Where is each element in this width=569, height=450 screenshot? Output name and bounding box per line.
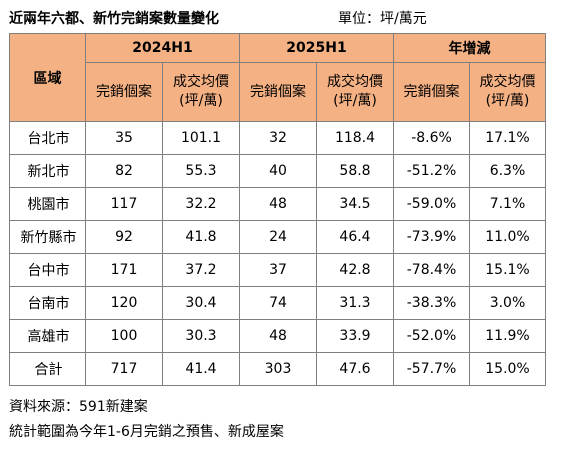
value-cell: 7.1% (469, 187, 546, 221)
value-cell: 58.8 (316, 154, 394, 188)
group-header-2025h1: 2025H1 (239, 33, 394, 63)
group-header-2024h1: 2024H1 (85, 33, 240, 63)
value-cell: 15.0% (469, 352, 546, 386)
table-row: 新北市 82 55.3 40 58.8 -51.2% 6.3% (9, 154, 546, 188)
value-cell: 24 (239, 220, 317, 254)
value-cell: 30.3 (162, 319, 240, 353)
value-cell: 41.4 (162, 352, 240, 386)
subheader-label: 完銷個案 (250, 83, 306, 100)
value-cell: 3.0% (469, 286, 546, 320)
value-cell: 15.1% (469, 253, 546, 287)
value-cell: 303 (239, 352, 317, 386)
value-cell: 100 (85, 319, 163, 353)
subheader-unit: (坪/萬) (485, 93, 530, 109)
value-cell: 37.2 (162, 253, 240, 287)
region-cell: 台中市 (9, 253, 86, 287)
region-cell: 桃園市 (9, 187, 86, 221)
value-cell: 82 (85, 154, 163, 188)
value-cell: 42.8 (316, 253, 394, 287)
subheader-label: 成交均價 (327, 74, 383, 90)
table-row: 桃園市 117 32.2 48 34.5 -59.0% 7.1% (9, 187, 546, 221)
value-cell: 17.1% (469, 121, 546, 155)
value-cell: 118.4 (316, 121, 394, 155)
value-cell: 11.9% (469, 319, 546, 353)
value-cell: 11.0% (469, 220, 546, 254)
subheader-label: 完銷個案 (403, 83, 460, 100)
value-cell: 117 (85, 187, 163, 221)
value-cell: -57.7% (393, 352, 470, 386)
value-cell: 6.3% (469, 154, 546, 188)
value-cell: -8.6% (393, 121, 470, 155)
source-note: 資料來源：591新建案 (9, 399, 148, 415)
value-cell: -51.2% (393, 154, 470, 188)
value-cell: 47.6 (316, 352, 394, 386)
subheader-cell: 完銷個案 (239, 62, 317, 122)
subheader-cell: 成交均價 (坪/萬) (162, 62, 240, 122)
subheader-unit: (坪/萬) (333, 93, 377, 109)
value-cell: 33.9 (316, 319, 394, 353)
value-cell: 34.5 (316, 187, 394, 221)
subheader-unit: (坪/萬) (179, 93, 223, 109)
region-cell: 新竹縣市 (9, 220, 86, 254)
value-cell: 46.4 (316, 220, 394, 254)
region-cell: 新北市 (9, 154, 86, 188)
region-cell: 台南市 (9, 286, 86, 320)
table-row: 台北市 35 101.1 32 118.4 -8.6% 17.1% (9, 121, 546, 155)
unit-label: 單位：坪/萬元 (338, 11, 427, 27)
subheader-cell: 成交均價 (坪/萬) (469, 62, 546, 122)
value-cell: -59.0% (393, 187, 470, 221)
value-cell: 35 (85, 121, 163, 155)
value-cell: 74 (239, 286, 317, 320)
value-cell: 48 (239, 187, 317, 221)
value-cell: -52.0% (393, 319, 470, 353)
document-title: 近兩年六都、新竹完銷案數量變化 (9, 11, 219, 27)
value-cell: 48 (239, 319, 317, 353)
region-cell: 高雄市 (9, 319, 86, 353)
value-cell: 120 (85, 286, 163, 320)
value-cell: 717 (85, 352, 163, 386)
value-cell: 30.4 (162, 286, 240, 320)
value-cell: 41.8 (162, 220, 240, 254)
table-header: 區域 2024H1 2025H1 年增減 完銷個案 成交均價 (坪/萬) 完銷個案 成交… (9, 33, 546, 122)
table-row: 高雄市 100 30.3 48 33.9 -52.0% 11.9% (9, 319, 546, 353)
table-row: 台中市 171 37.2 37 42.8 -78.4% 15.1% (9, 253, 546, 287)
subheader-cell: 完銷個案 (393, 62, 470, 122)
subheader-label: 完銷個案 (96, 83, 152, 100)
subheader-cell: 成交均價 (坪/萬) (316, 62, 394, 122)
subheader-cell: 完銷個案 (85, 62, 163, 122)
group-header-yoy: 年增減 (393, 33, 546, 63)
value-cell: 40 (239, 154, 317, 188)
region-header: 區域 (9, 33, 86, 122)
table-row: 台南市 120 30.4 74 31.3 -38.3% 3.0% (9, 286, 546, 320)
value-cell: 171 (85, 253, 163, 287)
table-body: 台北市 35 101.1 32 118.4 -8.6% 17.1% 新北市 82 55.3 40 58… (9, 121, 546, 386)
subheader-label: 成交均價 (479, 74, 536, 90)
value-cell: 37 (239, 253, 317, 287)
value-cell: 32.2 (162, 187, 240, 221)
region-cell: 合計 (9, 352, 86, 386)
value-cell: 92 (85, 220, 163, 254)
table-row: 新竹縣市 92 41.8 24 46.4 -73.9% 11.0% (9, 220, 546, 254)
value-cell: -38.3% (393, 286, 470, 320)
value-cell: 101.1 (162, 121, 240, 155)
value-cell: 31.3 (316, 286, 394, 320)
subheader-label: 成交均價 (173, 74, 229, 90)
value-cell: 32 (239, 121, 317, 155)
region-cell: 台北市 (9, 121, 86, 155)
value-cell: 55.3 (162, 154, 240, 188)
table-row: 合計 717 41.4 303 47.6 -57.7% 15.0% (9, 352, 546, 386)
subheader-row: 完銷個案 成交均價 (坪/萬) 完銷個案 成交均價 (坪/萬) 完銷個案 成交均價 (坪/萬) (10, 62, 546, 122)
value-cell: -73.9% (393, 220, 470, 254)
scope-note: 統計範圍為今年1-6月完銷之預售、新成屋案 (9, 424, 284, 440)
value-cell: -78.4% (393, 253, 470, 287)
data-table: 區域 2024H1 2025H1 年增減 完銷個案 成交均價 (坪/萬) 完銷個案 成交… (9, 33, 546, 386)
